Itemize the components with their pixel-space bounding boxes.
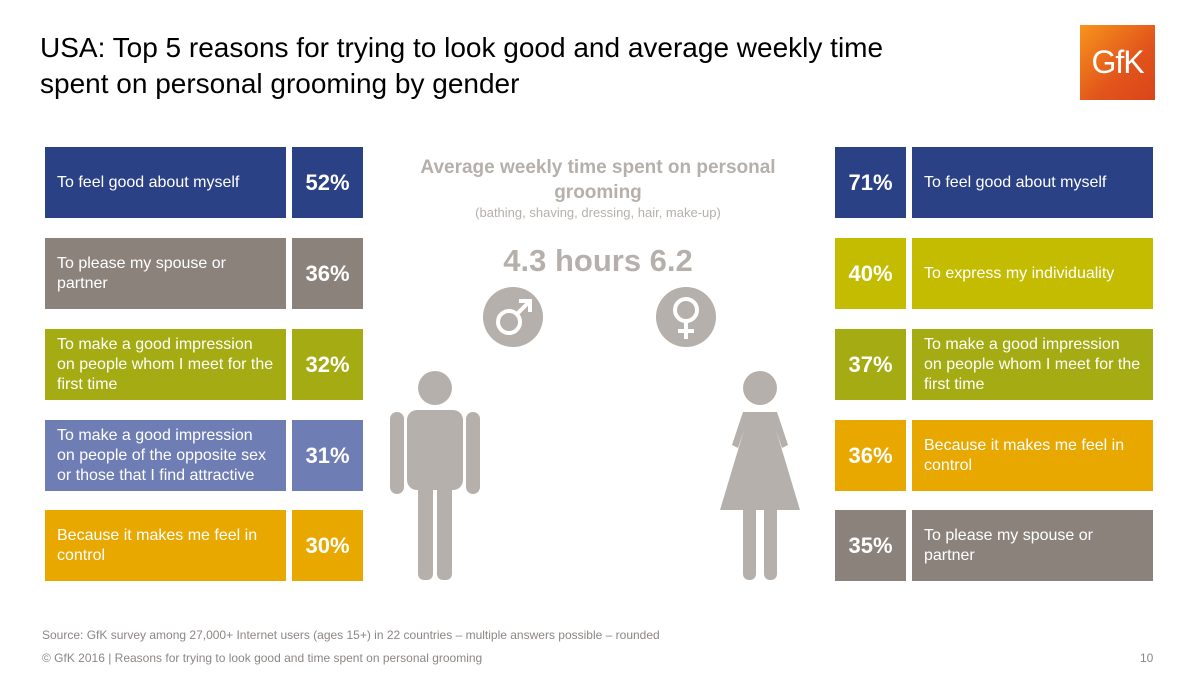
male-reason-percent: 31% bbox=[292, 420, 363, 491]
male-figure-icon bbox=[390, 371, 480, 580]
male-reason-label: To please my spouse or partner bbox=[45, 238, 286, 309]
male-reason-label: To make a good impression on people of t… bbox=[45, 420, 286, 491]
female-reason-percent: 36% bbox=[835, 420, 906, 491]
female-reason-percent: 40% bbox=[835, 238, 906, 309]
source-note: Source: GfK survey among 27,000+ Interne… bbox=[42, 628, 660, 642]
page-number: 10 bbox=[1140, 651, 1154, 665]
female-reason-label: To express my individuality bbox=[912, 238, 1153, 309]
average-time-heading: Average weekly time spent on personal gr… bbox=[420, 157, 776, 203]
gfk-logo: GfK bbox=[1080, 25, 1155, 100]
male-reason-percent: 30% bbox=[292, 510, 363, 581]
male-reason-label: To make a good impression on people whom… bbox=[45, 329, 286, 400]
female-symbol-icon bbox=[656, 287, 716, 347]
male-reason-percent: 32% bbox=[292, 329, 363, 400]
female-reason-label: To make a good impression on people whom… bbox=[912, 329, 1153, 400]
average-time-subheading: (bathing, shaving, dressing, hair, make-… bbox=[475, 205, 721, 220]
female-reason-percent: 37% bbox=[835, 329, 906, 400]
female-reason-percent: 35% bbox=[835, 510, 906, 581]
male-reason-label: Because it makes me feel in control bbox=[45, 510, 286, 581]
female-reason-label: To please my spouse or partner bbox=[912, 510, 1153, 581]
page-title: USA: Top 5 reasons for trying to look go… bbox=[40, 32, 884, 99]
male-reason-percent: 36% bbox=[292, 238, 363, 309]
male-reason-percent: 52% bbox=[292, 147, 363, 218]
female-reason-percent: 71% bbox=[835, 147, 906, 218]
copyright-note: © GfK 2016 | Reasons for trying to look … bbox=[42, 651, 483, 665]
female-reason-label: To feel good about myself bbox=[912, 147, 1153, 218]
female-figure-icon bbox=[720, 371, 800, 580]
hours-values: 4.3 hours 6.2 bbox=[503, 243, 693, 278]
male-reason-label: To feel good about myself bbox=[45, 147, 286, 218]
male-symbol-icon bbox=[483, 287, 543, 347]
female-reason-label: Because it makes me feel in control bbox=[912, 420, 1153, 491]
